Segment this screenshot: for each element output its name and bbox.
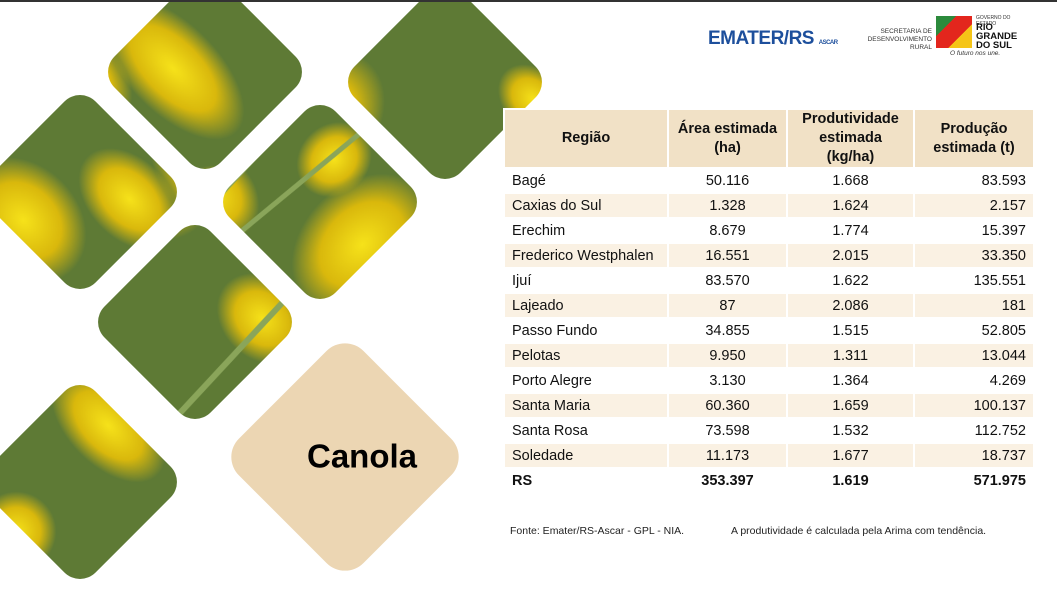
table-row: Soledade 11.173 1.677 18.737 [503, 442, 1035, 469]
title-tile [231, 343, 459, 571]
header-cell: Área estimada (ha) [667, 108, 788, 169]
cell: Soledade [503, 442, 669, 469]
photo-tiles [0, 2, 542, 579]
cell: 87 [667, 292, 788, 319]
cell: Caxias do Sul [503, 192, 669, 219]
table-row: Santa Rosa 73.598 1.532 112.752 [503, 417, 1035, 444]
cell: 571.975 [913, 467, 1035, 494]
cell: 2.086 [786, 292, 915, 319]
cell: 34.855 [667, 317, 788, 344]
footnote: Fonte: Emater/RS-Ascar - GPL - NIA. [510, 525, 685, 537]
cell: 1.364 [786, 367, 915, 394]
table-row: Santa Maria 60.360 1.659 100.137 [503, 392, 1035, 419]
cell: Frederico Westphalen [503, 242, 669, 269]
cell: 1.328 [667, 192, 788, 219]
cell: 1.624 [786, 192, 915, 219]
cell: 18.737 [913, 442, 1035, 469]
cell: 100.137 [913, 392, 1035, 419]
emater-logo: EMATER/RS ASCAR [708, 28, 838, 50]
logo-text: EMATER/RS [708, 28, 814, 49]
governo-label: GOVERNO DO ESTADO [976, 15, 1011, 27]
cell: 83.570 [667, 267, 788, 294]
slogan: O futuro nos une. [950, 50, 1001, 57]
cell: 13.044 [913, 342, 1035, 369]
table-row: Bagé 50.116 1.668 83.593 [503, 167, 1035, 194]
rs-emblem [936, 16, 972, 48]
logo-text: ASCAR [818, 40, 838, 46]
cell: 50.116 [667, 167, 788, 194]
cell: 135.551 [913, 267, 1035, 294]
table-row: Lajeado 87 2.086 181 [503, 292, 1035, 319]
cell: 8.679 [667, 217, 788, 244]
table-row: Erechim 8.679 1.774 15.397 [503, 217, 1035, 244]
estado-label: RIO GRANDE DO SUL [976, 22, 1018, 51]
cell: 33.350 [913, 242, 1035, 269]
cell: 353.397 [667, 467, 788, 494]
cell: Ijuí [503, 267, 669, 294]
cell: 1.774 [786, 217, 915, 244]
cell: 15.397 [913, 217, 1035, 244]
cell: 1.311 [786, 342, 915, 369]
cell: RS [503, 467, 669, 494]
data-table: Região Área estimada (ha) Produtividade es… [503, 108, 1035, 494]
cell: 112.752 [913, 417, 1035, 444]
cell: Passo Fundo [503, 317, 669, 344]
table-row: Passo Fundo 34.855 1.515 52.805 [503, 317, 1035, 344]
cell: Santa Maria [503, 392, 669, 419]
cell: Lajeado [503, 292, 669, 319]
header-cell: Produtividade estimada (kg/ha) [786, 108, 915, 169]
cell: 2.015 [786, 242, 915, 269]
table-row: Frederico Westphalen 16.551 2.015 33.350 [503, 242, 1035, 269]
table-row: Pelotas 9.950 1.311 13.044 [503, 342, 1035, 369]
cell: Pelotas [503, 342, 669, 369]
cell: 1.619 [786, 467, 915, 494]
cell: Erechim [503, 217, 669, 244]
header-cell: Produção estimada (t) [913, 108, 1035, 169]
cell: 16.551 [667, 242, 788, 269]
cell: 83.593 [913, 167, 1035, 194]
cell: 2.157 [913, 192, 1035, 219]
cell: 1.622 [786, 267, 915, 294]
table-row: Caxias do Sul 1.328 1.624 2.157 [503, 192, 1035, 219]
total-row: RS 353.397 1.619 571.975 [503, 467, 1035, 494]
cell: 1.677 [786, 442, 915, 469]
title: Canola [307, 438, 418, 475]
cell: 11.173 [667, 442, 788, 469]
table-row: Ijuí 83.570 1.622 135.551 [503, 267, 1035, 294]
table-row: Porto Alegre 3.130 1.364 4.269 [503, 367, 1035, 394]
artwork: Canola [0, 2, 542, 579]
cell: Bagé [503, 167, 669, 194]
cell: 60.360 [667, 392, 788, 419]
cell: Santa Rosa [503, 417, 669, 444]
cell: 1.515 [786, 317, 915, 344]
header-cell: Região [503, 108, 669, 169]
cell: 1.659 [786, 392, 915, 419]
cell: 181 [913, 292, 1035, 319]
cell: 52.805 [913, 317, 1035, 344]
cell: 73.598 [667, 417, 788, 444]
cell: 9.950 [667, 342, 788, 369]
cell: 1.668 [786, 167, 915, 194]
footnote: A produtividade é calculada pela Arima c… [731, 525, 987, 537]
cell: 1.532 [786, 417, 915, 444]
cell: 3.130 [667, 367, 788, 394]
secretaria-logo: SECRETARIA DE DESENVOLVIMENTO RURAL [867, 28, 932, 51]
cell: Porto Alegre [503, 367, 669, 394]
cell: 4.269 [913, 367, 1035, 394]
